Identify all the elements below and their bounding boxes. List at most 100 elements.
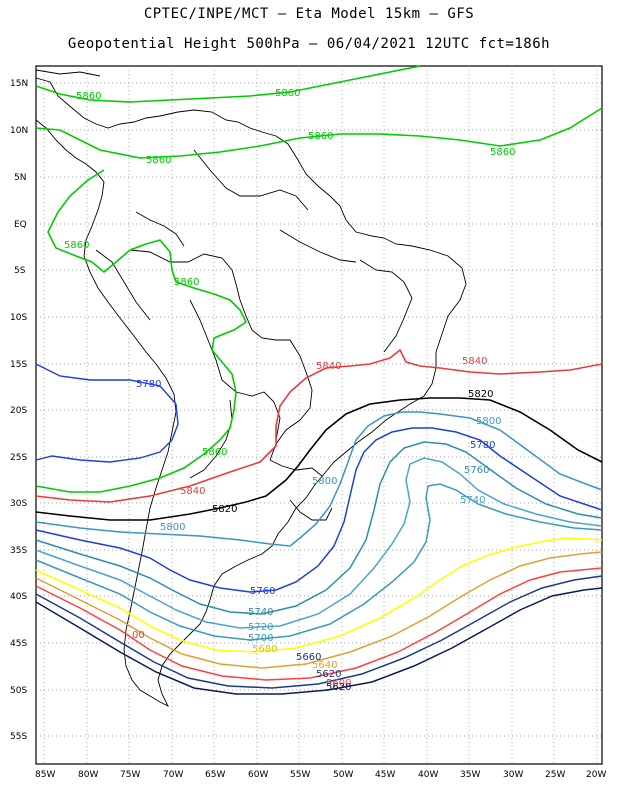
lon-label: 60W <box>248 770 268 780</box>
contour-label: 5860 <box>146 155 171 166</box>
contour-label: 5620 <box>316 669 341 680</box>
contour-5780 <box>35 427 603 593</box>
lon-label: 70W <box>163 770 183 780</box>
contour-line-5660 <box>35 567 603 681</box>
contour-label: 5760 <box>250 586 275 597</box>
contour-5740 <box>35 457 603 629</box>
border-amazon <box>279 229 357 263</box>
contour-label: 5760 <box>464 465 489 476</box>
latitude-labels: 15N 10N 5N EQ 5S 10S 15S 20S 25S 30S 35S… <box>10 79 28 742</box>
border-brazil-south <box>269 459 323 477</box>
contour-label: 5620 <box>326 682 351 693</box>
contour-label: 5600 <box>326 678 351 689</box>
contour-label: 5700 <box>248 633 273 644</box>
contour-label: 5740 <box>460 495 485 506</box>
lon-label: 45W <box>375 770 395 780</box>
contour-5820 <box>35 397 603 521</box>
contour-label: 00 <box>132 630 145 641</box>
contour-label: 5860 <box>308 131 333 142</box>
contour-5720 <box>35 483 603 641</box>
contour-label: 5820 <box>212 504 237 515</box>
lat-label: 15S <box>10 360 27 370</box>
contour-label: 5800 <box>312 476 337 487</box>
lat-label: 50S <box>10 686 27 696</box>
lat-label: 15N <box>10 79 28 89</box>
lon-label: 50W <box>333 770 353 780</box>
contour-label: 5840 <box>316 361 341 372</box>
contour-label: 5820 <box>468 389 493 400</box>
lat-label: 5N <box>14 173 26 183</box>
contour-label: 5680 <box>252 644 277 655</box>
lat-label: 20S <box>10 406 27 416</box>
border-brazil-west <box>129 249 313 461</box>
contour-line-5720 <box>35 483 603 641</box>
contour-label: 5860 <box>64 240 89 251</box>
contour-line-5780 <box>35 427 603 593</box>
contour-line-5860-mid <box>35 107 603 159</box>
contour-line-5860-north <box>35 65 421 103</box>
contour-line-5840 <box>35 348 603 503</box>
contour-label: 5860 <box>174 277 199 288</box>
contour-line-5800 <box>35 411 603 547</box>
contour-line-5600 <box>35 587 603 695</box>
contour-line-5740 <box>35 457 603 629</box>
border-venezuela <box>193 149 309 211</box>
lon-label: 85W <box>35 770 55 780</box>
contour-5840 <box>35 348 603 503</box>
border-peru <box>95 249 151 321</box>
lon-label: 75W <box>120 770 140 780</box>
lat-label: 55S <box>10 732 27 742</box>
contour-line-5680 <box>35 551 603 669</box>
lon-label: 80W <box>78 770 98 780</box>
contour-5600 <box>35 587 603 695</box>
longitude-labels: 85W 80W 75W 70W 65W 60W 55W 50W 45W 40W … <box>35 770 606 780</box>
contour-label: 5720 <box>248 622 273 633</box>
contour-5640 <box>35 575 603 689</box>
lon-label: 20W <box>586 770 606 780</box>
lat-label: 10S <box>10 313 27 323</box>
lat-label: 35S <box>10 546 27 556</box>
contour-label: 5660 <box>296 652 321 663</box>
lat-label: EQ <box>14 220 27 230</box>
lon-label: 65W <box>205 770 225 780</box>
lon-label: 40W <box>418 770 438 780</box>
contour-5660 <box>35 567 603 681</box>
lat-label: 25S <box>10 453 27 463</box>
contour-5800 <box>35 411 603 547</box>
lon-label: 35W <box>460 770 480 780</box>
contour-5860 <box>35 65 603 493</box>
coast-caribbean <box>35 69 101 77</box>
lon-label: 25W <box>545 770 565 780</box>
contour-label: 5840 <box>180 486 205 497</box>
border-colombia <box>135 211 185 247</box>
contour-5680 <box>35 551 603 669</box>
contour-label: 5780 <box>470 440 495 451</box>
lat-label: 45S <box>10 639 27 649</box>
contour-label: 5860 <box>490 147 515 158</box>
contour-labels: 5860 5860 5860 5860 5860 5860 5860 5860 … <box>64 88 515 693</box>
contour-line-5640 <box>35 575 603 689</box>
lon-label: 55W <box>290 770 310 780</box>
lon-label: 30W <box>503 770 523 780</box>
lat-label: 30S <box>10 499 27 509</box>
contour-label: 5780 <box>136 379 161 390</box>
coast-uruguay <box>289 499 333 521</box>
border-paraguay <box>189 399 233 479</box>
contour-line-5820 <box>35 397 603 521</box>
contour-label: 5800 <box>160 522 185 533</box>
contour-label: 5860 <box>275 88 300 99</box>
border-brazil-states <box>359 259 413 353</box>
contour-line-5760 <box>35 441 603 615</box>
lat-label: 10N <box>10 126 28 136</box>
contour-5700 <box>35 537 603 653</box>
coast-south-america <box>35 77 467 708</box>
contour-label: 5860 <box>202 447 227 458</box>
contour-line-5700 <box>35 537 603 653</box>
contour-label: 5800 <box>476 416 501 427</box>
contour-label: 5640 <box>312 660 337 671</box>
contour-label: 5860 <box>76 91 101 102</box>
lat-label: 40S <box>10 592 27 602</box>
lat-label: 5S <box>14 266 26 276</box>
contour-5760 <box>35 441 603 615</box>
